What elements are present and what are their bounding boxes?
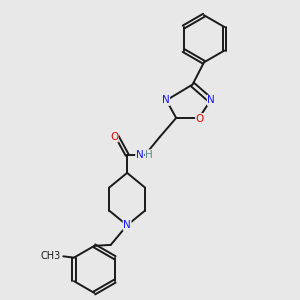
Text: N: N bbox=[162, 95, 170, 105]
Text: N: N bbox=[136, 150, 143, 160]
Text: N: N bbox=[207, 95, 215, 105]
Text: H: H bbox=[145, 150, 153, 160]
Text: N: N bbox=[123, 220, 131, 230]
Text: CH3: CH3 bbox=[40, 251, 61, 261]
Text: O: O bbox=[196, 114, 204, 124]
Text: O: O bbox=[110, 132, 118, 142]
